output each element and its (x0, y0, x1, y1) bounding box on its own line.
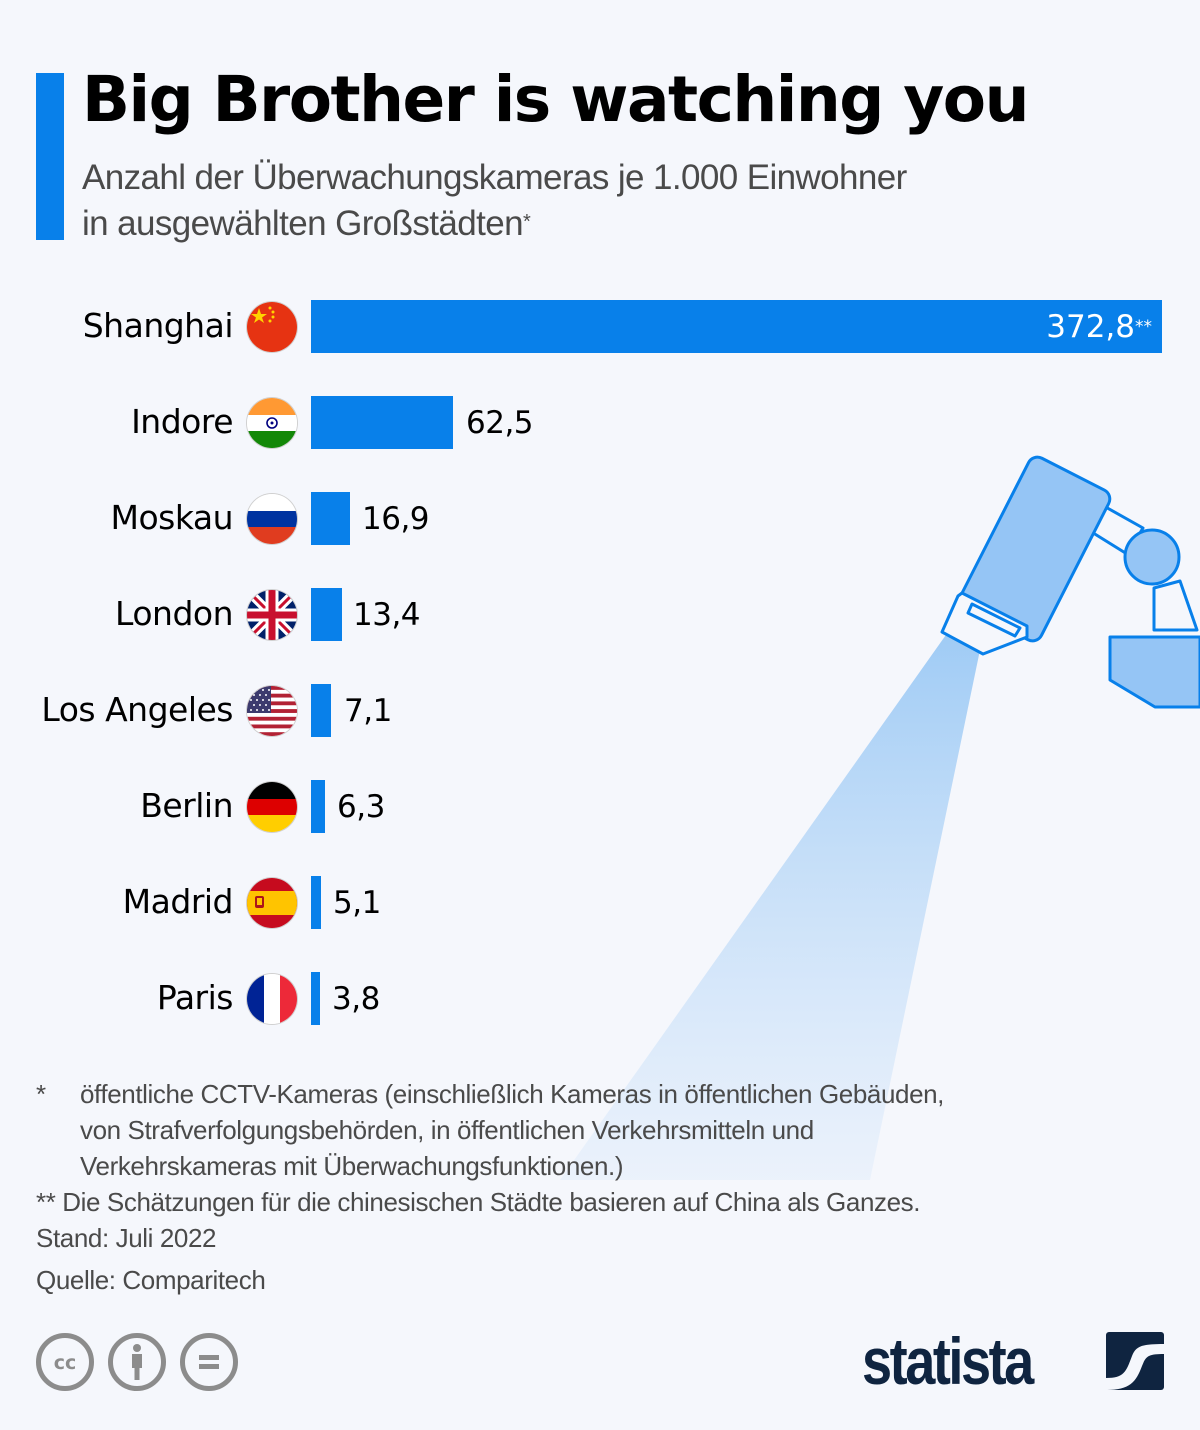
city-label: Indore (131, 402, 233, 441)
value-label: 5,1 (333, 885, 381, 921)
city-label: Moskau (110, 498, 233, 537)
uk-flag-icon (247, 590, 297, 640)
bar (311, 396, 453, 449)
bar (311, 780, 325, 833)
bar: 372,8** (311, 300, 1162, 353)
value-label: 6,3 (337, 789, 385, 825)
chart-title: Big Brother is watching you (82, 63, 1029, 136)
footnote-mark: ** (1135, 317, 1152, 337)
india-flag-icon (247, 398, 297, 448)
bar-row-moskau: Moskau 16,9 (0, 492, 1200, 546)
svg-text:cc: cc (54, 1352, 77, 1374)
spain-flag-icon (247, 878, 297, 928)
chart-subtitle: Anzahl der Überwachungskameras je 1.000 … (82, 155, 907, 247)
bar-row-paris: Paris 3,8 (0, 972, 1200, 1026)
subtitle-line-2: in ausgewählten Großstädten* (82, 204, 531, 243)
attribution-icon[interactable] (108, 1333, 166, 1391)
footnote-2: ** Die Schätzungen für die chinesischen … (36, 1187, 921, 1217)
cc-icon[interactable]: cc (36, 1333, 94, 1391)
source-link[interactable]: Quelle: Comparitech (36, 1265, 266, 1295)
usa-flag-icon (247, 686, 297, 736)
city-label: Madrid (122, 882, 234, 921)
city-label: Berlin (140, 786, 233, 825)
bar-row-berlin: Berlin 6,3 (0, 780, 1200, 834)
bar-row-indore: Indore 62,5 (0, 396, 1200, 450)
subtitle-line-1: Anzahl der Überwachungskameras je 1.000 … (82, 158, 907, 197)
release-date: Stand: Juli 2022 (36, 1223, 217, 1253)
bar-row-madrid: Madrid 5,1 (0, 876, 1200, 930)
subtitle-footnote-mark: * (523, 211, 531, 233)
china-flag-icon (247, 302, 297, 352)
statista-mark-icon (1106, 1332, 1164, 1390)
russia-flag-icon (247, 494, 297, 544)
title-accent-bar (36, 73, 64, 240)
bar (311, 492, 350, 545)
bar-row-los-angeles: Los Angeles 7,1 (0, 684, 1200, 738)
footnote-1-mark: * (36, 1079, 46, 1109)
value-label: 372,8** (1046, 309, 1152, 345)
statista-logo[interactable]: statista (862, 1324, 1164, 1398)
bar (311, 972, 320, 1025)
bar (311, 588, 342, 641)
bar-row-shanghai: Shanghai 372,8** (0, 300, 1200, 354)
value-label: 3,8 (332, 981, 380, 1017)
no-derivatives-icon[interactable] (180, 1333, 238, 1391)
footnote-1: * öffentliche CCTV-Kameras (einschließli… (36, 1076, 944, 1184)
city-label: Shanghai (82, 306, 234, 345)
bar (311, 876, 321, 929)
value-label: 13,4 (353, 597, 421, 633)
germany-flag-icon (247, 782, 297, 832)
city-label: Paris (156, 978, 234, 1017)
city-label: Los Angeles (41, 690, 233, 729)
value-label: 16,9 (362, 501, 430, 537)
footnotes: * öffentliche CCTV-Kameras (einschließli… (36, 1076, 944, 1298)
license-icons: cc (36, 1333, 238, 1391)
bar-row-london: London 13,4 (0, 588, 1200, 642)
value-label: 7,1 (344, 693, 392, 729)
brand-wordmark: statista (862, 1324, 1034, 1398)
france-flag-icon (247, 974, 297, 1024)
city-label: London (115, 594, 233, 633)
bar (311, 684, 331, 737)
value-label: 62,5 (466, 405, 534, 441)
